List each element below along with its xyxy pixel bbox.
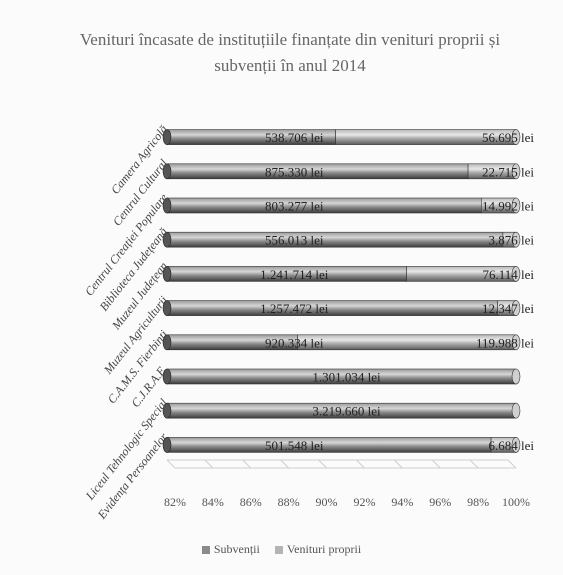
data-label-venituri-proprii: 119.988 lei [476, 335, 534, 350]
bar-cap-left [162, 368, 172, 385]
data-label-venituri-proprii: 56.695 lei [482, 130, 534, 145]
grid-line [393, 459, 403, 469]
data-label-venituri-proprii: 3.876 lei [489, 233, 535, 248]
legend-swatch-venituri-proprii [274, 546, 283, 555]
bar-cap-right [511, 300, 521, 316]
x-tick-label: 86% [240, 495, 262, 509]
grid-line [280, 459, 290, 469]
grid-line [431, 459, 441, 469]
bar-cap-left [162, 266, 172, 282]
data-label-venituri-proprii: 22.715 lei [482, 164, 534, 179]
x-tick-label: 98% [467, 495, 489, 509]
data-label-subventii: 803.277 lei [265, 199, 324, 214]
data-label-subventii: 556.013 lei [265, 233, 324, 248]
bar-subventii [166, 437, 492, 453]
grid-line [204, 459, 214, 469]
bar-cap-left [162, 300, 172, 316]
data-label-subventii: 920.334 lei [265, 335, 324, 350]
bar-cap-right [511, 197, 521, 214]
bar-cap-left [162, 437, 172, 453]
x-tick-label: 92% [353, 495, 375, 509]
x-tick-label: 96% [429, 495, 451, 509]
x-tick-label: 90% [316, 495, 338, 509]
bar-cap-left [162, 129, 172, 145]
data-label-subventii: 1.301.034 lei [312, 370, 381, 385]
data-label-subventii: 3.219.660 lei [312, 404, 381, 419]
chart-title-line-1: Venituri încasate de instituțiile finanț… [79, 30, 501, 49]
chart-legend: Subvenții Venituri proprii [0, 542, 563, 557]
x-tick-label: 82% [164, 495, 186, 509]
bar-cap-right [511, 231, 521, 248]
legend-label-venituri-proprii: Venituri proprii [286, 542, 362, 556]
grid-line [356, 459, 365, 469]
legend-swatch-subventii [201, 546, 210, 555]
data-label-subventii: 875.330 lei [265, 164, 324, 179]
bar-cap-right [511, 437, 521, 453]
grid-line [469, 459, 479, 469]
data-label-subventii: 501.548 lei [265, 438, 324, 453]
grid-line [166, 459, 176, 469]
x-tick-label: 84% [202, 495, 224, 509]
grid-line [507, 459, 517, 469]
legend-label-subventii: Subvenții [213, 542, 260, 556]
grid-line [242, 459, 252, 469]
bar-cap-right [511, 334, 521, 351]
data-label-venituri-proprii: 6.684 lei [489, 438, 535, 453]
data-label-venituri-proprii: 76.114 lei [482, 267, 534, 282]
bar-cap-left [162, 197, 172, 214]
data-label-venituri-proprii: 12.347 lei [482, 301, 534, 316]
grid-line [318, 459, 327, 469]
bar-cap-right [511, 163, 521, 180]
data-label-subventii: 1.241.714 lei [260, 267, 329, 282]
bar-cap-left [162, 231, 172, 248]
data-label-subventii: 1.257.472 lei [260, 301, 329, 316]
bar-cap-left [162, 334, 172, 351]
bar-cap-right [511, 368, 521, 385]
bar-subventii [166, 197, 482, 214]
bar-subventii [166, 231, 504, 248]
bar-cap-right [511, 402, 521, 419]
x-tick-label: 100% [502, 495, 530, 509]
legend-item-subventii: Subvenții [201, 542, 263, 556]
bar-cap-right [511, 129, 521, 145]
chart-title-line-2: subvenții în anul 2014 [214, 56, 366, 75]
bar-cap-left [162, 402, 172, 419]
data-label-venituri-proprii: 14.992 lei [482, 199, 534, 214]
bar-subventii [166, 300, 498, 316]
bar-cap-left [162, 163, 172, 180]
bar-cap-right [511, 266, 521, 282]
data-label-subventii: 538.706 lei [265, 130, 324, 145]
x-tick-label: 88% [278, 495, 300, 509]
legend-item-venituri-proprii: Venituri proprii [274, 542, 362, 556]
x-tick-label: 94% [391, 495, 413, 509]
